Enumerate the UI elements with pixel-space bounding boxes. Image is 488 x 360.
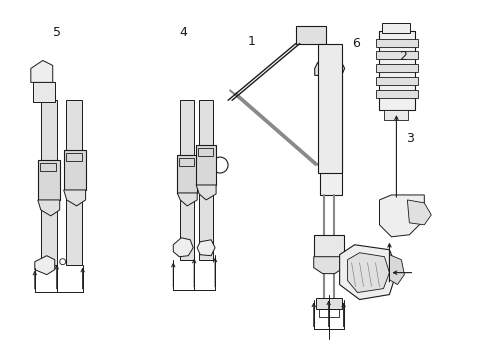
Bar (65, 100, 81, 265)
Bar (384, 110, 407, 120)
Polygon shape (196, 185, 216, 200)
Polygon shape (31, 60, 53, 82)
Text: 3: 3 (406, 132, 413, 145)
Bar (33, 82, 55, 102)
Bar (315, 298, 341, 310)
Bar (376, 51, 417, 59)
Bar (382, 23, 409, 32)
Text: 4: 4 (179, 27, 187, 40)
Bar (313, 235, 343, 257)
Bar (65, 153, 81, 161)
Polygon shape (314, 62, 344, 75)
Polygon shape (347, 253, 388, 293)
Bar (179, 158, 194, 166)
Bar (376, 39, 417, 46)
Bar (319, 75, 341, 195)
Bar (196, 145, 216, 185)
Text: 2: 2 (398, 50, 406, 63)
Polygon shape (197, 240, 215, 256)
Bar (63, 150, 85, 190)
Polygon shape (38, 200, 60, 216)
Polygon shape (407, 200, 430, 225)
Polygon shape (173, 238, 193, 257)
Bar (199, 100, 213, 260)
Bar (376, 64, 417, 72)
Bar (38, 160, 60, 200)
Bar (180, 100, 194, 260)
Polygon shape (177, 193, 197, 206)
Bar (318, 310, 338, 318)
Bar (317, 44, 341, 173)
Bar (41, 100, 57, 265)
Bar (198, 148, 213, 156)
Text: 1: 1 (247, 35, 255, 49)
Polygon shape (379, 195, 424, 237)
Polygon shape (35, 256, 55, 275)
Polygon shape (339, 245, 397, 300)
Bar (40, 163, 56, 171)
Bar (376, 77, 417, 85)
Polygon shape (388, 255, 404, 285)
Text: 6: 6 (352, 37, 360, 50)
Bar (376, 90, 417, 98)
Bar (379, 31, 414, 110)
Bar (295, 26, 325, 44)
Polygon shape (63, 190, 85, 206)
Polygon shape (313, 257, 343, 274)
Text: 5: 5 (53, 27, 61, 40)
Bar (177, 155, 197, 193)
